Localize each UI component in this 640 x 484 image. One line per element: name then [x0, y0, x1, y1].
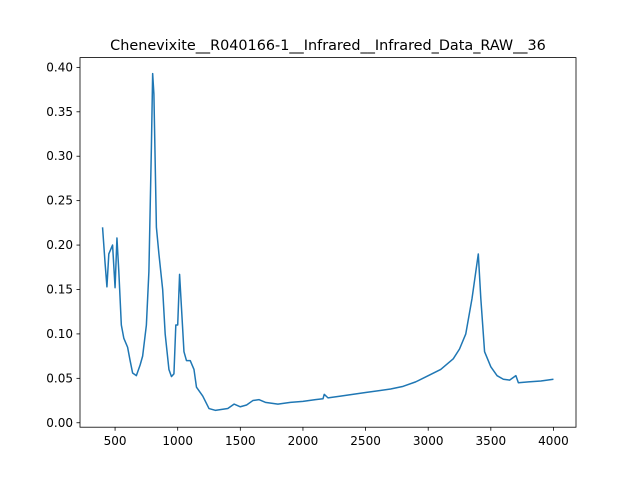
y-tick-label: 0.25	[46, 194, 73, 208]
y-tick-label: 0.30	[46, 149, 73, 163]
y-tick-label: 0.40	[46, 60, 73, 74]
x-tick-label: 2000	[288, 434, 319, 448]
line	[101, 72, 554, 412]
x-tick-label: 1500	[225, 434, 256, 448]
x-tick-label: 3500	[476, 434, 507, 448]
x-tick-label: 1000	[162, 434, 193, 448]
plot-frame	[79, 57, 577, 428]
chart-title: Chenevixite__R040166-1__Infrared__Infrar…	[110, 38, 546, 54]
y-tick-label: 0.05	[46, 371, 73, 385]
x-tick-label: 4000	[538, 434, 569, 448]
y-tick-label: 0.20	[46, 238, 73, 252]
y-tick-label: 0.15	[46, 282, 73, 296]
y-tick-label: 0.10	[46, 327, 73, 341]
y-tick-label: 0.00	[46, 416, 73, 430]
x-tick-label: 2500	[350, 434, 381, 448]
x-tick-label: 500	[104, 434, 127, 448]
x-tick-label: 3000	[413, 434, 444, 448]
y-tick-label: 0.35	[46, 105, 73, 119]
